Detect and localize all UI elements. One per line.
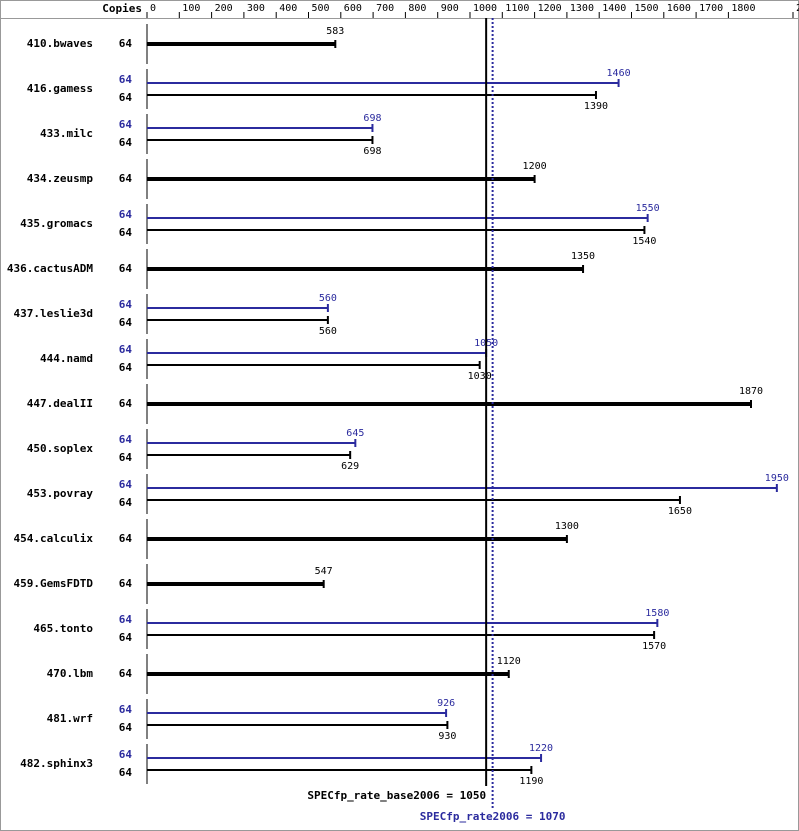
value-label: 1460 (607, 68, 631, 79)
value-label: 629 (341, 461, 359, 472)
copies: 64 (119, 343, 133, 356)
value-label: 1570 (642, 641, 666, 652)
value-label: 1540 (632, 236, 656, 247)
x-tick-label: 2000 (796, 3, 799, 14)
x-tick-label: 1100 (505, 3, 529, 14)
category-label: 444.namd (40, 352, 93, 365)
value-label: 930 (438, 731, 456, 742)
x-tick-label: 1200 (538, 3, 562, 14)
category-label: 454.calculix (14, 532, 94, 545)
value-label: 560 (319, 293, 337, 304)
x-tick-label: 1500 (635, 3, 659, 14)
copies: 64 (119, 721, 133, 734)
x-tick-label: 400 (279, 3, 297, 14)
category-label: 453.povray (27, 487, 94, 500)
copies: 64 (119, 208, 133, 221)
x-tick-label: 600 (344, 3, 362, 14)
x-tick-label: 0 (150, 3, 156, 14)
category-label: 459.GemsFDTD (14, 577, 94, 590)
value-label: 698 (363, 146, 381, 157)
copies: 64 (119, 478, 133, 491)
copies: 64 (119, 748, 133, 761)
category-label: 416.gamess (27, 82, 93, 95)
x-tick-label: 900 (441, 3, 459, 14)
value-label: 560 (319, 326, 337, 337)
copies: 64 (119, 316, 133, 329)
category-label: 465.tonto (33, 622, 93, 635)
value-label: 1870 (739, 386, 763, 397)
category-label: 437.leslie3d (14, 307, 93, 320)
x-tick-label: 700 (376, 3, 394, 14)
category-label: 433.milc (40, 127, 93, 140)
x-tick-label: 200 (215, 3, 233, 14)
copies: 64 (119, 631, 133, 644)
category-label: 410.bwaves (27, 37, 93, 50)
x-tick-label: 500 (312, 3, 330, 14)
x-tick-label: 300 (247, 3, 265, 14)
value-label: 1200 (523, 161, 547, 172)
value-label: 698 (363, 113, 381, 124)
copies: 64 (119, 577, 133, 590)
value-label: 1300 (555, 521, 579, 532)
x-tick-label: 1700 (699, 3, 723, 14)
value-label: 645 (346, 428, 364, 439)
x-tick-label: 800 (408, 3, 426, 14)
copies: 64 (119, 703, 133, 716)
x-tick-label: 1400 (602, 3, 626, 14)
copies: 64 (119, 226, 133, 239)
x-tick-label: 1300 (570, 3, 594, 14)
copies: 64 (119, 361, 133, 374)
value-label: 583 (326, 26, 344, 37)
x-tick-label: 1000 (473, 3, 497, 14)
value-label: 1650 (668, 506, 692, 517)
copies: 64 (119, 433, 133, 446)
category-label: 470.lbm (47, 667, 94, 680)
reference-label: SPECfp_rate_base2006 = 1050 (307, 789, 486, 802)
x-tick-label: 1800 (731, 3, 755, 14)
category-label: 481.wrf (47, 712, 93, 725)
value-label: 1350 (571, 251, 595, 262)
copies: 64 (119, 766, 133, 779)
copies: 64 (119, 91, 133, 104)
value-label: 1390 (584, 101, 608, 112)
copies: 64 (119, 613, 133, 626)
category-label: 436.cactusADM (7, 262, 93, 275)
copies: 64 (119, 262, 133, 275)
category-label: 434.zeusmp (27, 172, 94, 185)
value-label: 1550 (636, 203, 660, 214)
value-label: 926 (437, 698, 455, 709)
category-label: 447.dealII (27, 397, 93, 410)
copies: 64 (119, 298, 133, 311)
category-label: 435.gromacs (20, 217, 93, 230)
x-tick-label: 1600 (667, 3, 691, 14)
value-label: 1030 (468, 371, 492, 382)
copies: 64 (119, 532, 133, 545)
copies: 64 (119, 496, 133, 509)
category-label: 482.sphinx3 (20, 757, 93, 770)
value-label: 1120 (497, 656, 521, 667)
copies: 64 (119, 136, 133, 149)
copies: 64 (119, 37, 133, 50)
copies: 64 (119, 667, 133, 680)
value-label: 1580 (645, 608, 669, 619)
copies: 64 (119, 172, 133, 185)
copies: 64 (119, 397, 133, 410)
x-tick-label: 100 (182, 3, 200, 14)
value-label: 1220 (529, 743, 553, 754)
reference-label: SPECfp_rate2006 = 1070 (420, 810, 566, 823)
category-label: 450.soplex (27, 442, 94, 455)
copies-header: Copies (102, 2, 142, 15)
value-label: 1950 (765, 473, 789, 484)
copies: 64 (119, 73, 133, 86)
value-label: 547 (315, 566, 333, 577)
value-label: 1190 (519, 776, 543, 787)
copies: 64 (119, 118, 133, 131)
copies: 64 (119, 451, 133, 464)
